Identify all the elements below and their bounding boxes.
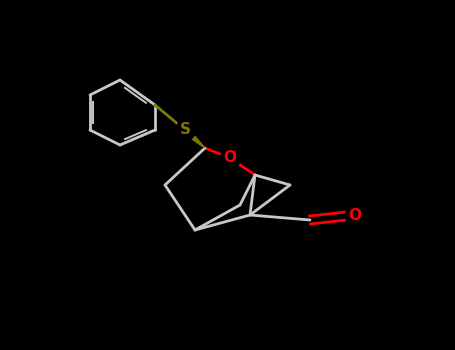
Text: S: S — [180, 122, 191, 138]
Polygon shape — [182, 127, 205, 148]
Text: O: O — [223, 150, 237, 166]
Text: O: O — [349, 208, 362, 223]
